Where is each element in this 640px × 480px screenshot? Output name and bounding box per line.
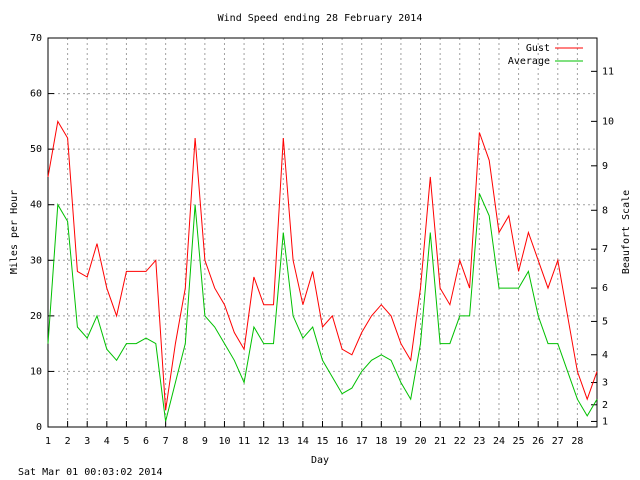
y-tick-label: 0: [36, 422, 42, 433]
x-tick-label: 7: [163, 436, 169, 447]
chart-title: Wind Speed ending 28 February 2014: [218, 13, 423, 24]
y2-tick-label: 5: [602, 316, 608, 327]
y-tick-label: 20: [30, 311, 42, 322]
legend-label: Gust: [526, 43, 550, 54]
x-tick-label: 24: [493, 436, 505, 447]
y2-tick-label: 10: [602, 116, 614, 127]
x-tick-label: 1: [45, 436, 51, 447]
x-tick-label: 9: [202, 436, 208, 447]
footer: Sat Mar 01 00:03:02 2014: [18, 467, 163, 478]
x-tick-label: 4: [104, 436, 110, 447]
x-tick-label: 27: [552, 436, 564, 447]
x-tick-label: 8: [182, 436, 188, 447]
x-tick-label: 28: [571, 436, 583, 447]
legend-label: Average: [508, 56, 550, 67]
plot-frame: [47, 37, 598, 428]
x-tick-label: 2: [65, 436, 71, 447]
x-tick-label: 10: [218, 436, 230, 447]
y-tick-label: 40: [30, 200, 42, 211]
x-tick-label: 15: [316, 436, 328, 447]
y-axis-label: Miles per Hour: [9, 190, 20, 274]
y2-tick-label: 8: [602, 205, 608, 216]
y2-tick-label: 2: [602, 400, 608, 411]
x-tick-label: 12: [258, 436, 270, 447]
x-tick-label: 25: [513, 436, 525, 447]
x-tick-label: 3: [84, 436, 90, 447]
y2-tick-label: 9: [602, 161, 608, 172]
x-tick-label: 14: [297, 436, 309, 447]
x-axis-label: Day: [311, 455, 329, 466]
x-tick-label: 5: [123, 436, 129, 447]
y2-axis-label: Beaufort Scale: [621, 190, 632, 274]
x-tick-label: 11: [238, 436, 250, 447]
x-tick-label: 19: [395, 436, 407, 447]
y2-tick-label: 11: [602, 66, 614, 77]
y2-tick-label: 3: [602, 378, 608, 389]
x-tick-label: 21: [434, 436, 446, 447]
y-tick-label: 50: [30, 144, 42, 155]
x-tick-label: 17: [356, 436, 368, 447]
data-line: [47, 193, 598, 422]
y-tick-label: 70: [30, 33, 42, 44]
x-tick-label: 26: [532, 436, 544, 447]
x-tick-label: 16: [336, 436, 348, 447]
data-line: [47, 119, 598, 411]
x-tick-label: 6: [143, 436, 149, 447]
x-tick-label: 13: [277, 436, 289, 447]
x-tick-label: 22: [454, 436, 466, 447]
y2-tick-label: 4: [602, 350, 608, 361]
y-tick-label: 60: [30, 89, 42, 100]
y2-tick-label: 1: [602, 416, 608, 427]
x-tick-label: 23: [473, 436, 485, 447]
y-tick-label: 30: [30, 255, 42, 266]
x-tick-label: 20: [415, 436, 427, 447]
x-tick-label: 18: [375, 436, 387, 447]
y2-tick-label: 6: [602, 283, 608, 294]
y2-tick-label: 7: [602, 244, 608, 255]
y-tick-label: 10: [30, 366, 42, 377]
